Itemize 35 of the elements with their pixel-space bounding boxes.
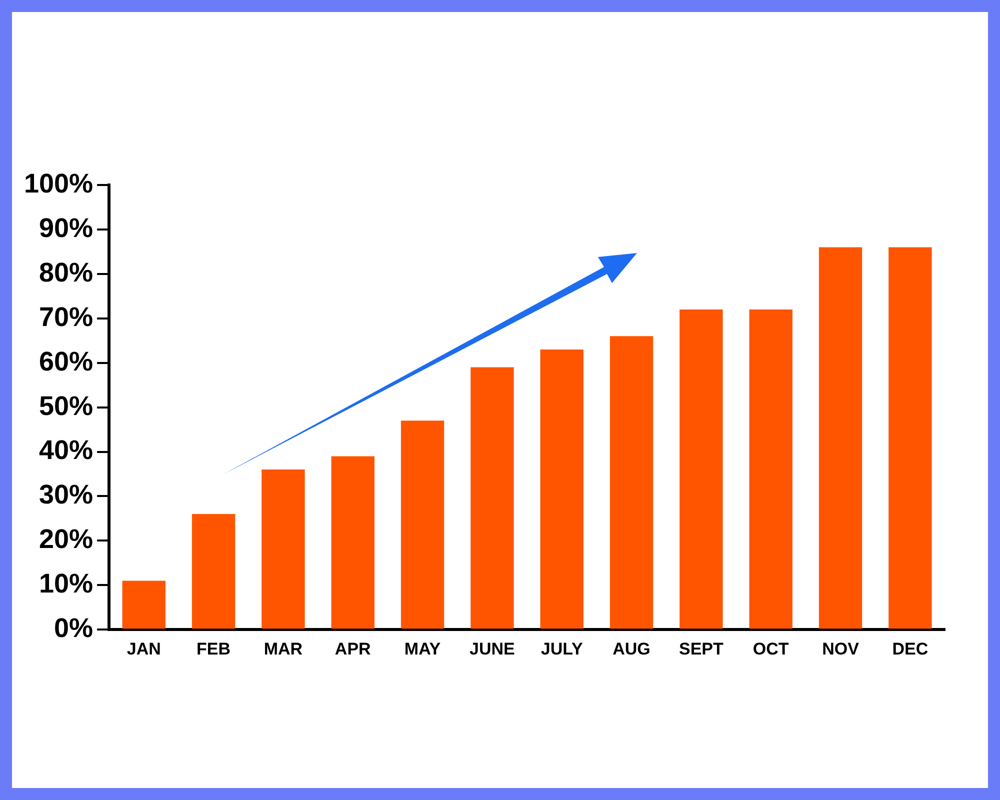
x-tick-label: SEPT [678, 639, 724, 658]
x-tick-label: NOV [822, 639, 860, 658]
x-tick-label: MAR [264, 639, 303, 658]
x-tick-label: JAN [126, 639, 161, 658]
x-tick-label: OCT [752, 639, 790, 658]
bar [470, 367, 514, 629]
bar [540, 350, 584, 629]
x-tick-label: MAY [404, 639, 442, 658]
y-tick-label: 10% [39, 568, 94, 599]
y-tick-label: 0% [54, 613, 94, 644]
y-tick-label: 20% [39, 524, 94, 554]
bar [122, 580, 166, 629]
bar [818, 247, 862, 629]
y-tick-label: 60% [39, 346, 94, 376]
y-tick-label: 90% [39, 212, 94, 243]
x-tick-label: JULY [540, 639, 584, 658]
y-tick-label: 50% [39, 390, 94, 421]
x-tick-label: APR [334, 639, 371, 658]
y-tick-label: 80% [39, 257, 94, 288]
x-tick-label: JUNE [470, 639, 515, 658]
bar [680, 309, 723, 629]
y-tick-label: 30% [39, 480, 94, 510]
y-tick-label: 100% [24, 168, 94, 198]
bar [331, 456, 374, 629]
bar [749, 309, 792, 629]
bar [192, 514, 236, 629]
bar [888, 247, 932, 629]
x-tick-label: FEB [196, 639, 231, 658]
y-tick-label: 40% [39, 435, 94, 466]
x-tick-label: AUG [612, 639, 650, 658]
bar [610, 336, 654, 629]
bar [400, 420, 444, 629]
bar [262, 470, 305, 629]
y-tick-label: 70% [39, 302, 94, 332]
x-tick-label: DEC [892, 639, 928, 658]
